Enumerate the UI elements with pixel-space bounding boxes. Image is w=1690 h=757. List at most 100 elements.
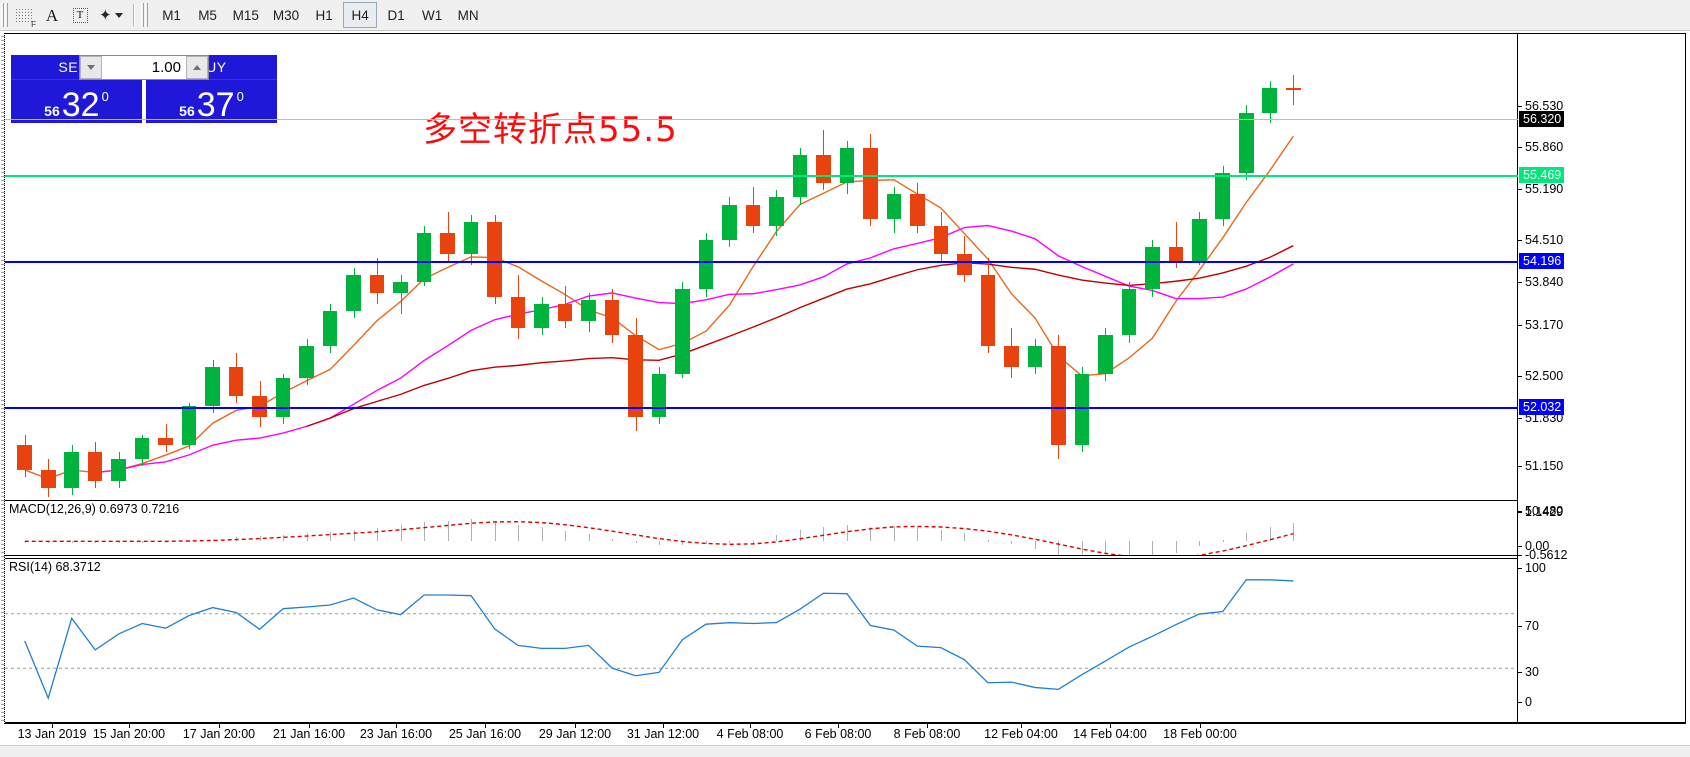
chart-area[interactable]: USOil-,H4 56.250 56.320 56.200 56.320 MA…	[1, 33, 1686, 724]
macd-histogram-bar	[1152, 541, 1153, 555]
macd-histogram-bar	[776, 535, 777, 542]
pivot-line[interactable]	[5, 261, 1518, 263]
candle-body	[1027, 346, 1043, 368]
time-scale[interactable]: 13 Jan 2019 15 Jan 20:00 17 Jan 20:00 21 Ja…	[4, 723, 1686, 745]
toolbar-drag-handle[interactable]	[1, 3, 8, 27]
macd-histogram-bar	[917, 527, 918, 542]
rsi-line	[24, 579, 1294, 701]
candle-body	[181, 406, 197, 446]
volume-input[interactable]: 1.00	[151, 59, 181, 76]
price-scale[interactable]: 56.530 55.860 55.190 54.510 53.840 53.170 52.5…	[1517, 34, 1685, 722]
candle-body	[416, 232, 432, 283]
price-badge-green: 55.469	[1519, 167, 1565, 183]
timeframe-h1[interactable]: H1	[315, 7, 333, 23]
macd-histogram-bar	[659, 541, 660, 546]
macd-histogram-bar	[354, 530, 355, 542]
candle-body	[17, 445, 33, 470]
time-tick	[485, 724, 486, 728]
candle-body	[158, 438, 173, 446]
macd-histogram-bar	[1082, 541, 1083, 555]
timeframe-w1[interactable]: W1	[421, 7, 443, 23]
candle-body	[487, 222, 502, 297]
timeframe-d1[interactable]: D1	[387, 7, 405, 23]
candle-body	[1285, 87, 1301, 90]
last-price-line[interactable]	[5, 119, 1518, 120]
macd-histogram-bar	[166, 541, 167, 544]
macd-histogram-bar	[941, 530, 942, 542]
text-letter-icon[interactable]: A	[45, 5, 59, 25]
macd-histogram-bar	[1105, 541, 1106, 555]
candle-body	[816, 155, 831, 184]
macd-histogram-bar	[870, 526, 871, 542]
candle-body	[1215, 172, 1231, 219]
spin-down-icon[interactable]	[80, 56, 102, 79]
macd-histogram-bar	[964, 533, 965, 542]
candle-body	[1074, 374, 1090, 446]
buy-price-pips: 37	[196, 86, 235, 124]
timeframe-m30[interactable]: M30	[272, 7, 300, 23]
macd-histogram-bar	[424, 522, 425, 542]
timeframe-mn[interactable]: MN	[457, 7, 479, 23]
time-tick	[219, 724, 220, 728]
macd-histogram-bar	[518, 524, 519, 542]
rsi-scale-tick: 100	[1518, 561, 1546, 575]
candle-body	[722, 204, 737, 240]
support-line[interactable]	[5, 407, 1518, 409]
macd-histogram-bar	[894, 525, 895, 542]
buy-price-fraction: 0	[236, 89, 244, 104]
timeframe-m1[interactable]: M1	[162, 7, 181, 23]
status-bar	[0, 745, 1690, 757]
time-tick	[750, 724, 751, 728]
macd-pane[interactable]: MACD(12,26,9) 0.6973 0.7216	[5, 500, 1518, 556]
candle-body	[769, 197, 784, 226]
sell-price-pips: 32	[61, 86, 100, 124]
resistance-line[interactable]	[5, 175, 1518, 177]
macd-histogram-bar	[236, 537, 237, 542]
spin-up-icon[interactable]	[186, 56, 208, 79]
chart-annotation-text[interactable]: 多空转折点55.5	[423, 110, 678, 150]
ma-line-fast	[24, 135, 1294, 480]
macd-histogram-bar	[213, 538, 214, 542]
timeframe-m15[interactable]: M15	[232, 7, 259, 23]
rsi-pane[interactable]: RSI(14) 68.3712	[5, 558, 1518, 721]
rsi-scale-tick: 30	[1518, 665, 1539, 679]
candle-body	[134, 438, 150, 460]
candle-body	[1168, 247, 1184, 262]
macd-histogram-bar	[823, 527, 824, 542]
sell-price-fraction: 0	[101, 89, 109, 104]
chart-toolbar: A T ✦ M1 M5 M15 M30 H1 H4 D1 W1 MN	[0, 0, 1690, 31]
chart-drag-handle[interactable]	[1, 34, 5, 724]
timeframe-m5[interactable]: M5	[198, 7, 217, 23]
candle-body	[299, 346, 314, 378]
chevron-down-icon	[114, 12, 123, 18]
macd-histogram-bar	[142, 541, 143, 544]
candle-body	[933, 225, 949, 255]
macd-histogram-bar	[95, 541, 96, 544]
candle-body	[1262, 87, 1278, 113]
objects-icon[interactable]: ✦	[94, 2, 128, 28]
time-label: 6 Feb 08:00	[804, 727, 872, 741]
macd-signal-line	[24, 521, 1294, 555]
candle-wick	[1176, 222, 1177, 269]
timeframe-drag-handle[interactable]	[140, 3, 148, 27]
macd-histogram-bar	[377, 528, 378, 542]
template-grid-icon[interactable]	[10, 2, 38, 29]
macd-histogram-bar	[189, 539, 190, 542]
macd-histogram-bar	[589, 534, 590, 542]
macd-histogram-bar	[1246, 533, 1247, 542]
macd-histogram-bar	[25, 541, 26, 544]
candle-body	[393, 282, 408, 293]
timeframe-h4[interactable]: H4	[343, 2, 378, 28]
macd-histogram-bar	[1058, 541, 1059, 555]
volume-stepper[interactable]: 1.00	[79, 55, 209, 80]
rsi-scale-tick: 70	[1518, 619, 1539, 633]
time-label: 15 Jan 20:00	[92, 727, 166, 741]
candle-body	[369, 275, 385, 293]
time-tick	[663, 724, 664, 728]
text-label-icon[interactable]: T	[66, 2, 94, 28]
macd-histogram-bar	[1035, 541, 1036, 549]
candle-body	[205, 367, 220, 407]
candle-body	[1004, 346, 1019, 368]
time-tick	[838, 724, 839, 728]
